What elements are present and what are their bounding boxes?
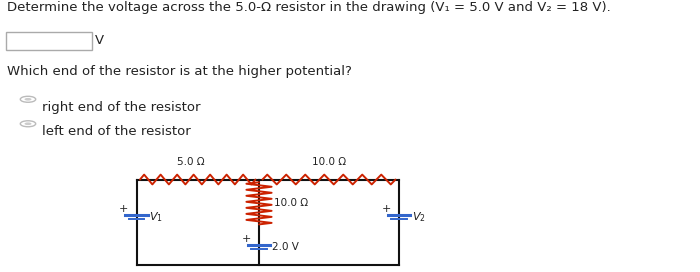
Text: left end of the resistor: left end of the resistor — [42, 125, 190, 138]
Text: 2.0 V: 2.0 V — [272, 242, 298, 252]
Text: Which end of the resistor is at the higher potential?: Which end of the resistor is at the high… — [7, 65, 352, 78]
Text: V: V — [94, 34, 104, 47]
Circle shape — [25, 98, 32, 101]
Text: 10.0 Ω: 10.0 Ω — [312, 157, 346, 167]
Circle shape — [25, 122, 32, 125]
Text: +: + — [241, 234, 251, 243]
Text: +: + — [119, 204, 129, 214]
Text: $V_1$: $V_1$ — [149, 210, 163, 224]
Text: 10.0 Ω: 10.0 Ω — [274, 198, 309, 208]
Text: 5.0 Ω: 5.0 Ω — [177, 157, 204, 167]
Text: Determine the voltage across the 5.0-Ω resistor in the drawing (V₁ = 5.0 V and V: Determine the voltage across the 5.0-Ω r… — [7, 1, 610, 14]
Text: right end of the resistor: right end of the resistor — [42, 101, 200, 114]
FancyBboxPatch shape — [6, 32, 92, 50]
Text: $V_2$: $V_2$ — [412, 210, 426, 224]
Text: +: + — [382, 204, 391, 214]
